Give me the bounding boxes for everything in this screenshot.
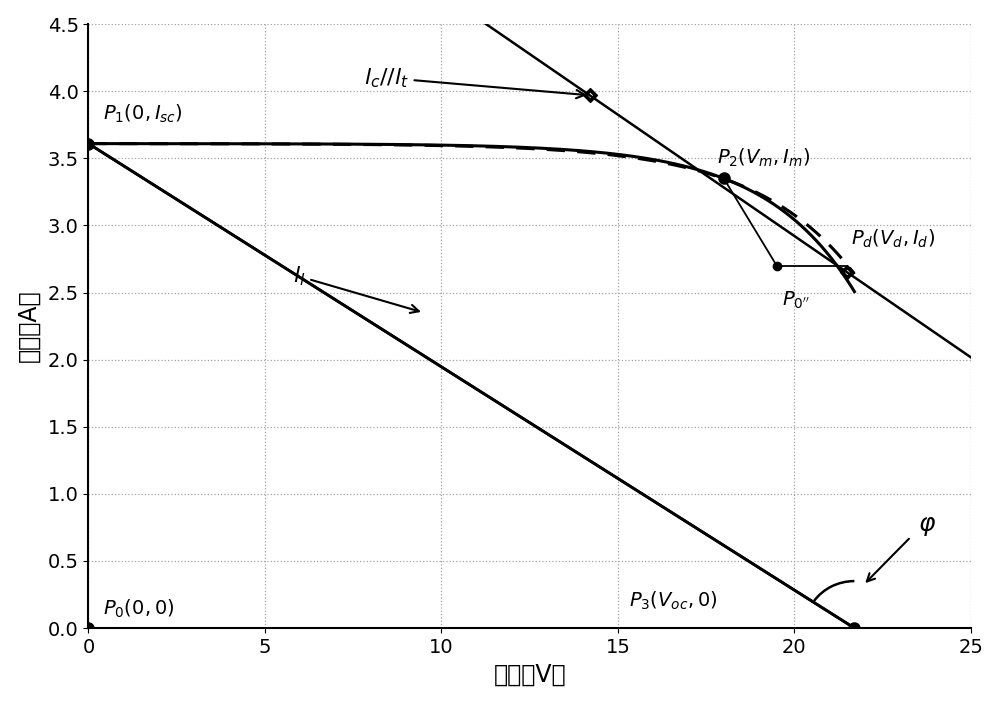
Text: $l_l$: $l_l$ [293, 264, 419, 313]
Text: $P_d(V_d,I_d)$: $P_d(V_d,I_d)$ [851, 227, 935, 250]
X-axis label: 电压（V）: 电压（V） [493, 662, 566, 686]
Text: $P_{0''}$: $P_{0''}$ [782, 290, 810, 311]
Text: $l_c // l_t$: $l_c // l_t$ [364, 66, 585, 98]
Text: $P_0(0,0)$: $P_0(0,0)$ [103, 598, 174, 620]
Text: $P_1(0,I_{sc})$: $P_1(0,I_{sc})$ [103, 103, 182, 125]
Text: $P_3(V_{oc},0)$: $P_3(V_{oc},0)$ [629, 590, 717, 612]
Text: $\varphi$: $\varphi$ [918, 515, 936, 538]
Text: $P_2(V_m,I_m)$: $P_2(V_m,I_m)$ [717, 147, 810, 169]
Y-axis label: 电流（A）: 电流（A） [17, 290, 41, 363]
